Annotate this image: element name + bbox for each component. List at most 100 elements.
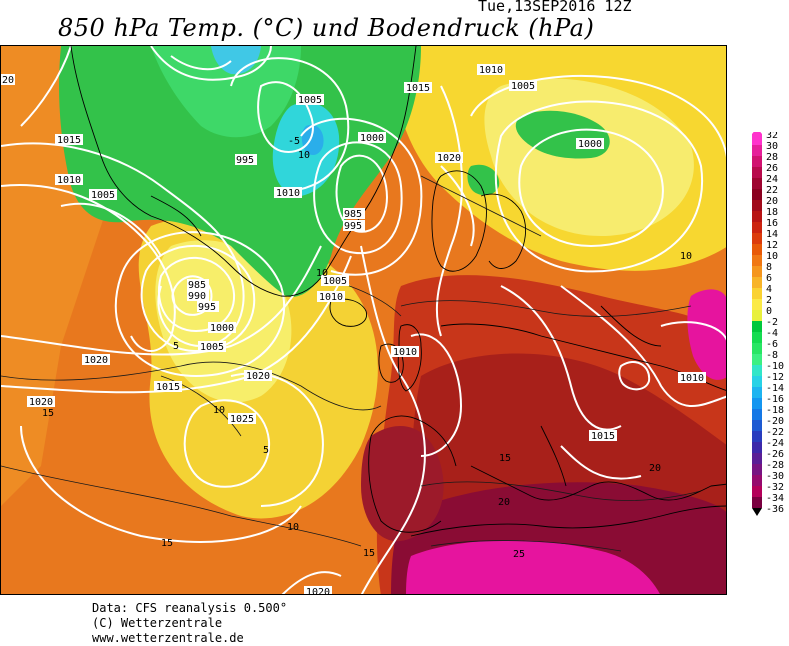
colorbar-swatch — [752, 475, 762, 486]
website-link[interactable]: www.wetterzentrale.de — [92, 631, 244, 645]
copyright-text: (C) Wetterzentrale — [92, 616, 223, 630]
pressure-label: 1010 — [319, 292, 343, 303]
colorbar-label: -20 — [766, 416, 784, 427]
colorbar-label: -28 — [766, 460, 784, 471]
colorbar-swatch — [752, 486, 762, 497]
temp-region-cold-north — [211, 46, 261, 75]
colorbar-label: 32 — [766, 132, 778, 141]
colorbar-swatch — [752, 332, 762, 343]
colorbar-label: 10 — [766, 251, 778, 262]
pressure-label: 1010 — [393, 347, 417, 358]
isobar-1005-west — [60, 202, 162, 257]
isobar-995 — [140, 244, 256, 353]
map-canvas: 1015 20 1010 1005 1005 1010 1000 995 101… — [1, 46, 726, 594]
coast-iberia-north — [370, 415, 457, 467]
pressure-label: 1000 — [210, 323, 234, 334]
colorbar-swatch — [752, 321, 762, 332]
coast-baltic — [600, 305, 662, 347]
colorbar-label: 14 — [766, 229, 778, 240]
isobar-1005-north — [257, 81, 314, 153]
coast-italy — [540, 425, 567, 487]
contour-25 — [430, 540, 622, 552]
coast-iberia-west — [368, 435, 442, 533]
weather-map: 1015 20 1010 1005 1005 1010 1000 995 101… — [0, 45, 727, 595]
temp-region-greenland — [59, 46, 421, 297]
temp-region-middle-east — [687, 289, 726, 380]
temp-label: 15 — [42, 408, 54, 419]
colorbar-label: -24 — [766, 438, 784, 449]
colorbar-swatch — [752, 167, 762, 178]
colorbar-label: 22 — [766, 185, 778, 196]
colorbar-label: 24 — [766, 174, 778, 185]
temp-label: -5 — [288, 136, 300, 147]
pressure-label: 1020 — [29, 397, 53, 408]
colorbar-label: 28 — [766, 152, 778, 163]
colorbar-label: -14 — [766, 383, 784, 394]
colorbar-swatch — [752, 277, 762, 288]
temp-region-greenland-inner — [151, 46, 301, 138]
colorbar-label: -6 — [766, 339, 778, 350]
colorbar-swatch — [752, 409, 762, 420]
colorbar: 32 30 28 26 24 22 20 18 16 14 12 10 8 6 4 2 0 -2 -4 -6 -8 -10… — [752, 128, 789, 521]
colorbar-label: 4 — [766, 284, 772, 295]
temp-label: 10 — [287, 522, 299, 533]
pressure-label: 1015 — [156, 382, 180, 393]
isobar-995-north — [313, 141, 403, 255]
isobar-990 — [157, 256, 236, 333]
colorbar-top-arrow — [752, 128, 762, 134]
colorbar-label: -12 — [766, 372, 784, 383]
colorbar-label: -16 — [766, 394, 784, 405]
pressure-label: 1015 — [57, 135, 81, 146]
isobar-1010-biscay — [410, 333, 463, 457]
temp-label: 15 — [499, 453, 511, 464]
colorbar-swatch — [752, 145, 762, 156]
temp-label: 10 — [680, 251, 692, 262]
contour-5-mid — [160, 375, 242, 437]
colorbar-swatch — [752, 376, 762, 387]
colorbar-swatch — [752, 387, 762, 398]
isobar-low-east — [618, 361, 651, 391]
pressure-label: 1005 — [91, 190, 115, 201]
pressure-label: 1020 — [437, 153, 461, 164]
pressure-label: 1005 — [200, 342, 224, 353]
colorbar-label: -18 — [766, 405, 784, 416]
isobar-1015-north — [435, 85, 463, 337]
temperature-contours — [1, 175, 702, 552]
isobar-1020-south — [281, 571, 342, 594]
coast-mediterranean-north — [470, 465, 726, 501]
isobar-980 — [335, 154, 388, 233]
pressure-label: 1015 — [591, 431, 615, 442]
isobar-1010-north — [230, 57, 350, 192]
isobar-1015-europe — [500, 285, 622, 431]
pressure-label: 1010 — [680, 373, 704, 384]
colorbar-swatch — [752, 299, 762, 310]
colorbar-swatch — [752, 233, 762, 244]
colorbar-swatch — [752, 453, 762, 464]
contour-10 — [1, 361, 382, 411]
colorbar-swatch — [752, 288, 762, 299]
isobar-1000-ne — [518, 128, 664, 248]
contour-15-europe — [400, 300, 692, 317]
temp-region-sahara — [406, 540, 660, 594]
pressure-label: 1000 — [360, 133, 384, 144]
colorbar-label: -22 — [766, 427, 784, 438]
pressure-label: 995 — [198, 302, 216, 313]
pressure-label: 1025 — [230, 414, 254, 425]
isobar-1025 — [183, 399, 271, 488]
pressure-label: 1010 — [479, 65, 503, 76]
colorbar-label: 16 — [766, 218, 778, 229]
pressure-label: 990 — [188, 291, 206, 302]
isobar-1020-nw — [20, 46, 72, 127]
coast-greenland-south — [150, 195, 202, 237]
colorbar-label: 20 — [766, 196, 778, 207]
contour-5-north — [420, 175, 542, 237]
pressure-label: 1005 — [323, 276, 347, 287]
pressure-label: 1005 — [511, 81, 535, 92]
pressure-label: 1005 — [298, 95, 322, 106]
isobars — [1, 46, 726, 594]
colorbar-label: -2 — [766, 317, 778, 328]
pressure-label: 985 — [188, 280, 206, 291]
colorbar-swatch — [752, 354, 762, 365]
pressure-label: 995 — [236, 155, 254, 166]
colorbar-swatch — [752, 189, 762, 200]
